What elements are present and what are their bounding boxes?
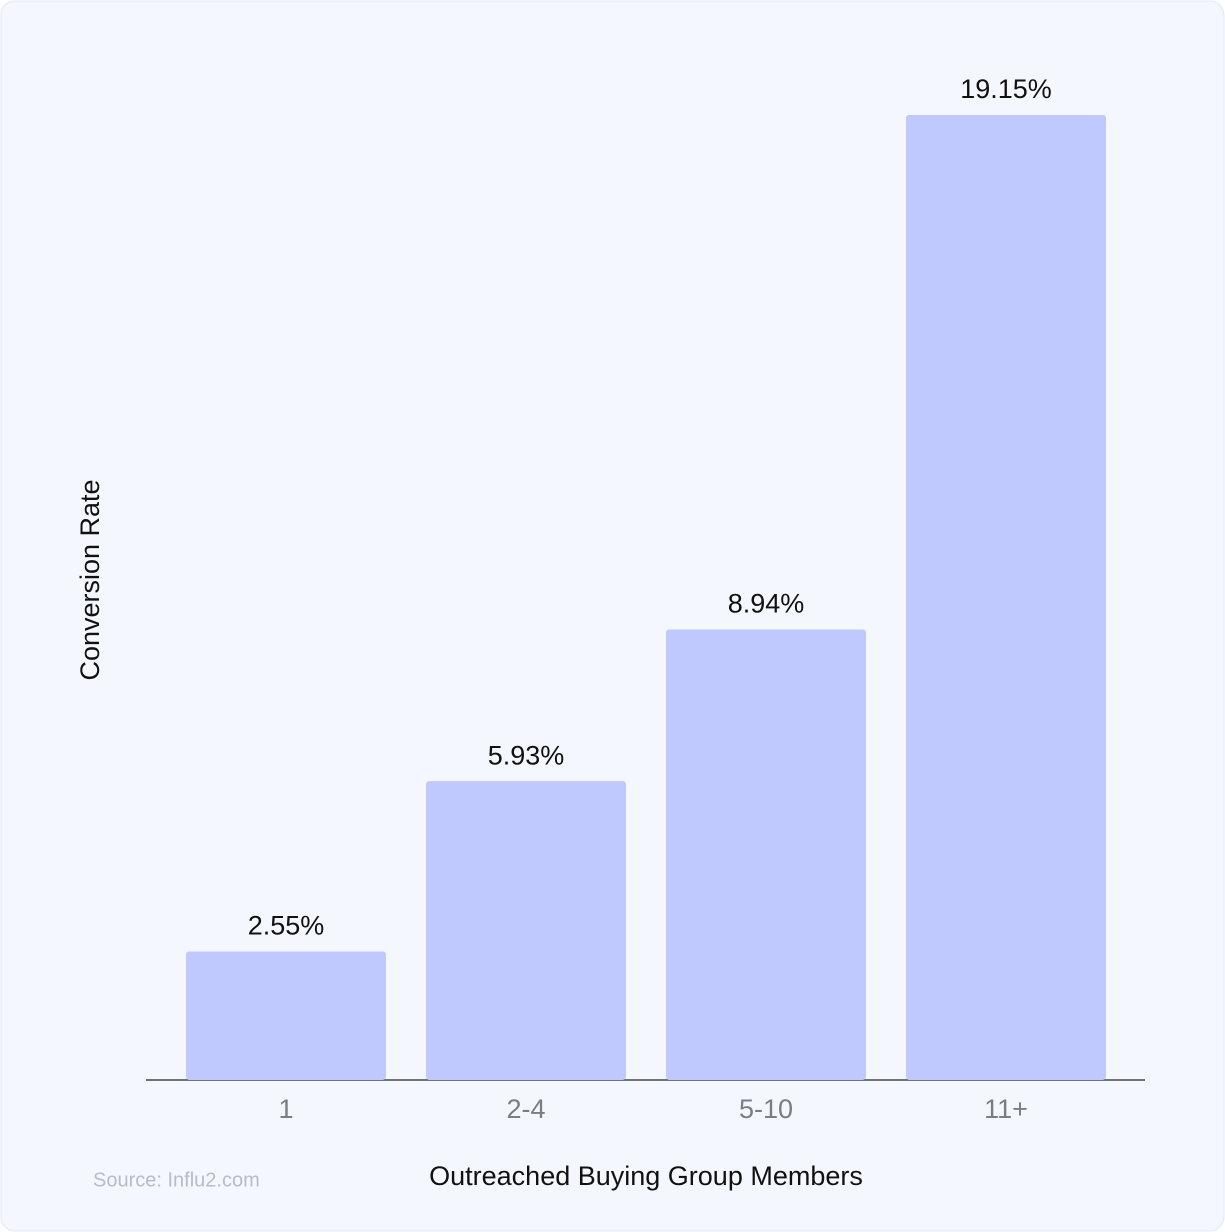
- x-tick-label: 5-10: [739, 1094, 793, 1124]
- x-tick-label: 1: [278, 1094, 293, 1124]
- x-axis-title: Outreached Buying Group Members: [429, 1161, 863, 1191]
- value-label: 2.55%: [248, 911, 325, 941]
- value-label: 5.93%: [488, 740, 565, 770]
- y-axis-title: Conversion Rate: [75, 479, 105, 680]
- bar: [666, 629, 866, 1080]
- bar: [426, 781, 626, 1080]
- value-label: 8.94%: [728, 589, 805, 619]
- bar: [906, 115, 1106, 1080]
- x-tick-label: 11+: [984, 1094, 1028, 1124]
- source: Source: Influ2.com: [93, 1169, 260, 1191]
- value-label: 19.15%: [960, 74, 1052, 104]
- x-tick-label: 2-4: [506, 1094, 545, 1124]
- bar: [186, 951, 386, 1080]
